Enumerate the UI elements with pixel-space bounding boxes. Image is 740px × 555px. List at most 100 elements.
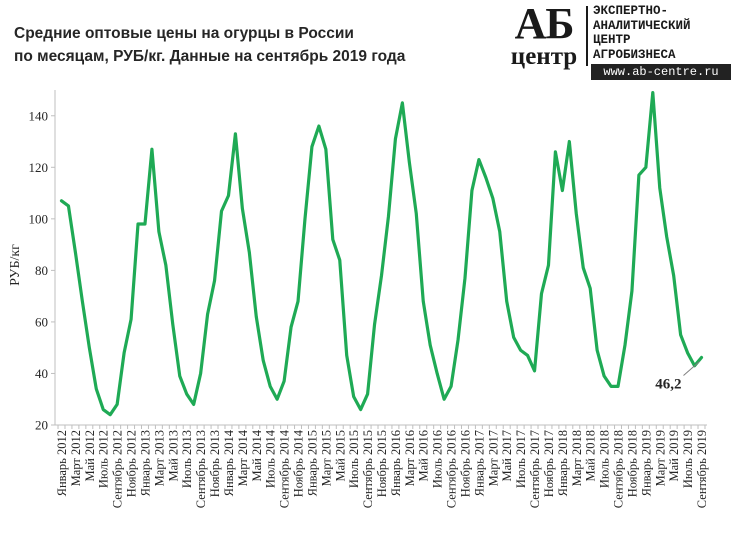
y-tick-label: 80 xyxy=(35,263,48,278)
data-point xyxy=(234,132,237,136)
x-tick-label: Ноябрь 2015 xyxy=(375,430,389,497)
data-point xyxy=(324,148,328,151)
x-tick-label: Сентябрь 2013 xyxy=(194,430,208,508)
data-point xyxy=(296,300,300,303)
data-point xyxy=(644,166,648,169)
x-tick-label: Март 2013 xyxy=(152,430,166,486)
x-tick-label: Март 2017 xyxy=(486,430,500,486)
price-series-line xyxy=(59,90,704,417)
x-tick-label: Май 2019 xyxy=(667,430,681,481)
data-point xyxy=(463,276,467,280)
logo-mark-top: АБ xyxy=(514,0,575,48)
x-tick-label: Январь 2018 xyxy=(556,430,570,496)
data-point xyxy=(192,403,195,406)
data-point xyxy=(206,312,209,316)
data-point xyxy=(143,222,147,226)
x-tick-label: Май 2018 xyxy=(584,430,598,481)
x-tick-label: Январь 2015 xyxy=(305,430,319,496)
x-tick-label: Июль 2015 xyxy=(347,430,361,488)
data-point xyxy=(533,369,536,373)
data-point xyxy=(442,398,446,401)
data-point xyxy=(122,351,126,355)
x-tick-label: Сентябрь 2017 xyxy=(528,430,542,508)
data-point xyxy=(595,349,599,352)
x-tick-label: Январь 2017 xyxy=(472,430,486,496)
data-point xyxy=(679,333,682,337)
logo-mark-bottom: центр xyxy=(510,43,578,70)
data-point xyxy=(310,145,314,148)
data-point xyxy=(651,91,655,94)
data-point xyxy=(220,209,223,213)
annotation-leader xyxy=(683,361,700,376)
data-point xyxy=(658,186,661,190)
x-tick-label: Ноябрь 2013 xyxy=(208,430,222,497)
x-tick-label: Июль 2019 xyxy=(681,430,695,488)
data-point xyxy=(303,217,307,221)
x-tick-label: Январь 2016 xyxy=(389,430,403,496)
y-tick-label: 100 xyxy=(29,211,49,226)
data-point xyxy=(623,343,627,347)
title-line-2: по месяцам, РУБ/кг. Данные на сентябрь 2… xyxy=(14,48,406,65)
data-point xyxy=(115,403,119,406)
data-point xyxy=(449,385,453,388)
data-point xyxy=(359,408,362,411)
logo-line-3: ЦЕНТР xyxy=(593,33,631,47)
data-point xyxy=(164,264,168,267)
x-tick-label: Июль 2014 xyxy=(264,429,278,488)
data-point xyxy=(408,160,411,164)
x-tick-label: Ноябрь 2012 xyxy=(125,430,139,497)
x-tick-label: Январь 2013 xyxy=(138,430,152,496)
chart-axes xyxy=(54,90,707,426)
data-point xyxy=(401,101,404,105)
data-point xyxy=(512,336,515,339)
data-point xyxy=(129,318,133,321)
x-tick-label: Июль 2013 xyxy=(180,430,194,488)
data-point xyxy=(380,274,383,277)
data-point xyxy=(637,173,641,177)
data-point xyxy=(547,264,550,267)
data-point xyxy=(95,387,98,391)
x-tick-label: Май 2015 xyxy=(333,430,347,481)
x-tick-label: Сентябрь 2016 xyxy=(445,430,459,508)
data-point xyxy=(561,189,564,192)
title-line-1: Средние оптовые цены на огурцы в России xyxy=(14,25,354,42)
data-point xyxy=(185,392,188,396)
data-point xyxy=(366,392,369,396)
data-point xyxy=(102,408,105,411)
data-point xyxy=(394,137,397,141)
data-point xyxy=(491,197,495,200)
chart-title: Средние оптовые цены на огурцы в России … xyxy=(14,22,444,68)
x-tick-label: Январь 2014 xyxy=(222,429,236,496)
data-point xyxy=(60,199,63,203)
data-point xyxy=(477,158,481,161)
y-axis-label: РУБ/кг xyxy=(8,244,23,286)
x-axis-ticks: Январь 2012 Март 2012 Май 2012 Июль 2012 Сен… xyxy=(55,425,709,508)
value-annotation: 46,2 xyxy=(655,361,700,392)
data-point xyxy=(171,323,175,326)
x-tick-label: Сентябрь 2014 xyxy=(278,429,292,508)
data-point xyxy=(526,354,529,357)
x-tick-label: Май 2017 xyxy=(500,430,514,481)
x-tick-label: Ноябрь 2014 xyxy=(292,429,306,497)
data-point xyxy=(338,258,341,262)
y-tick-label: 20 xyxy=(35,418,48,433)
series-points xyxy=(60,91,703,416)
data-point xyxy=(470,189,474,192)
y-tick-label: 40 xyxy=(35,366,48,381)
data-point xyxy=(554,150,557,154)
logo-line-2: АНАЛИТИЧЕСКИЙ xyxy=(593,18,691,33)
data-point xyxy=(150,148,154,151)
data-point xyxy=(248,251,251,254)
x-tick-label: Май 2013 xyxy=(166,430,180,481)
data-point xyxy=(227,194,230,197)
data-point xyxy=(262,359,265,362)
logo-mark: АБ центр xyxy=(505,0,583,70)
data-point xyxy=(81,300,84,303)
x-tick-label: Сентябрь 2012 xyxy=(111,430,125,508)
x-tick-label: Январь 2012 xyxy=(55,430,69,496)
data-point xyxy=(74,251,77,254)
data-point xyxy=(213,279,216,282)
x-tick-label: Июль 2018 xyxy=(598,430,612,488)
data-point xyxy=(352,395,355,398)
